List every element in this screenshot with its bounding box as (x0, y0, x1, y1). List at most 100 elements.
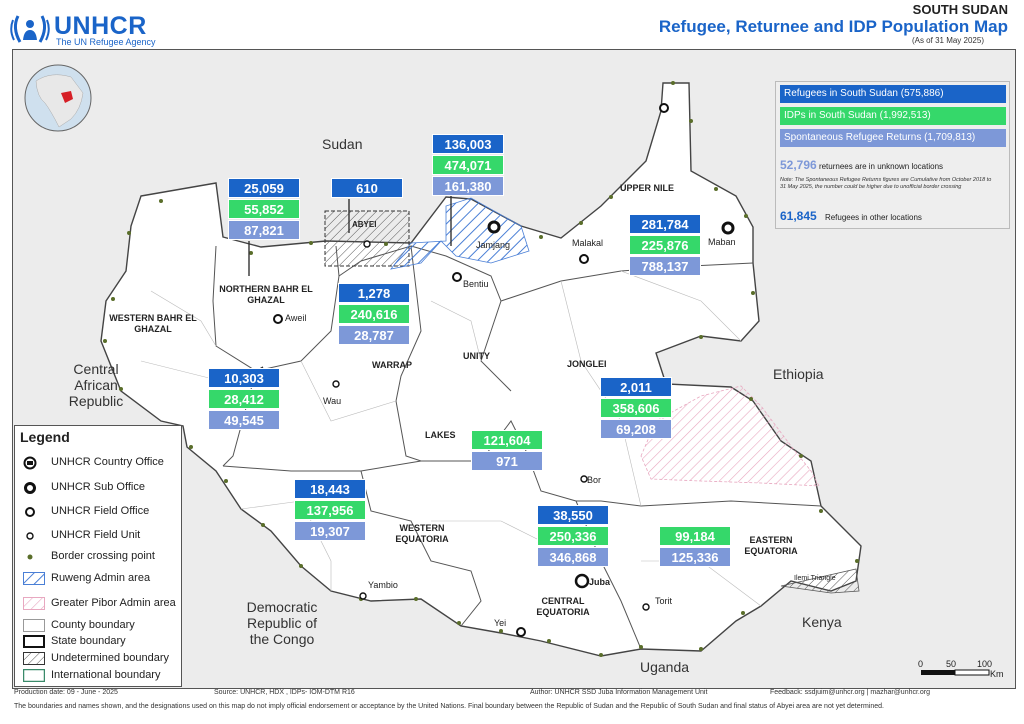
state-label-eastern-equatoria: EASTERN EQUATORIA (744, 535, 798, 556)
stat-warrap-returns: 28,787 (338, 325, 410, 345)
legend-item-country-office: UNHCR Country Office (51, 456, 164, 468)
country-label-sudan: Sudan (322, 136, 363, 152)
country-label-ethiopia: Ethiopia (773, 366, 824, 382)
stat-nbeg-returns: 87,821 (228, 220, 300, 240)
state-label-abyei: ABYEI (352, 220, 377, 229)
state-label-western-equatoria: WESTERN EQUATORIA (395, 523, 449, 544)
map-title: Refugee, Returnee and IDP Population Map (658, 17, 1008, 36)
legend-item-international-boundary: International boundary (51, 669, 161, 681)
city-label-aweil: Aweil (285, 313, 307, 323)
state-label-unity: UNITY (463, 351, 490, 361)
legend-item-undetermined-boundary: Undetermined boundary (51, 652, 170, 664)
summary-other: 61,845 Refugees in other locations (780, 209, 922, 223)
international-boundary-swatch (23, 669, 45, 682)
city-label-bentiu: Bentiu (463, 279, 489, 289)
city-label-maban: Maban (708, 237, 736, 247)
legend-item-field-unit: UNHCR Field Unit (51, 529, 141, 541)
stat-lakes-idps: 121,604 (471, 430, 543, 450)
legend-item-state-boundary: State boundary (51, 635, 126, 647)
legend-item-ruweng: Ruweng Admin area (51, 572, 151, 584)
stat-wes-returns: 19,307 (294, 521, 366, 541)
undetermined-boundary-swatch (23, 652, 45, 665)
state-boundary-swatch (23, 635, 45, 648)
scale-unit: Km (990, 669, 1004, 679)
stat-wbeg-returns: 49,545 (208, 410, 280, 430)
border-crossing-icon (27, 554, 33, 560)
border-crossing-points (103, 81, 859, 657)
unhcr-emblem-icon (10, 15, 50, 43)
state-label-lakes: LAKES (425, 430, 456, 440)
map-date: (As of 31 May 2025) (911, 36, 984, 45)
map-country: SOUTH SUDAN (912, 2, 1008, 17)
greater-pibor-admin-area (640, 385, 820, 487)
logo-text: UNHCR (54, 12, 147, 40)
footer-disclaimer: The boundaries and names shown, and the … (14, 703, 884, 710)
scale-tick-100: 100 (977, 659, 993, 669)
city-label-jamjang: Jamjang (476, 240, 511, 250)
city-label-yambio: Yambio (368, 580, 398, 590)
state-label-western-bahr: WESTERN BAHR EL GHAZAL (109, 313, 197, 334)
legend-item-county-boundary: County boundary (51, 619, 135, 631)
city-label-torit: Torit (655, 596, 673, 606)
stat-nbeg-refugees: 25,059 (228, 178, 300, 198)
stat-wbeg-refugees: 10,303 (208, 368, 280, 388)
legend-panel: Legend UNHCR Country Office UNHCR Sub Of… (14, 425, 182, 687)
summary-returns: Spontaneous Refugee Returns (1,709,813) (780, 129, 1006, 147)
county-boundary-swatch (23, 619, 45, 632)
summary-idps: IDPs in South Sudan (1,992,513) (780, 107, 1006, 125)
field-office-icon (25, 507, 35, 517)
area-label-ilemi: Ilemi Triangle (794, 575, 836, 582)
office-symbols (273, 103, 735, 637)
footer-author: Author: UNHCR SSD Juba Information Manag… (530, 689, 708, 696)
summary-other-text: Refugees in other locations (824, 213, 922, 222)
stat-ces-idps: 250,336 (537, 526, 609, 546)
city-label-yei: Yei (494, 618, 507, 628)
footer-production-date: Production date: 09 - June - 2025 (14, 689, 118, 696)
country-label-drc: Democratic Republic of the Congo (246, 599, 318, 647)
country-label-kenya: Kenya (802, 614, 842, 630)
summary-refugees: Refugees in South Sudan (575,886) (780, 85, 1006, 103)
stat-jonglei-refugees: 2,011 (600, 377, 672, 397)
stat-warrap-idps: 240,616 (338, 304, 410, 324)
stat-wes-refugees: 18,443 (294, 479, 366, 499)
ruweng-admin-area (390, 197, 530, 270)
legend-item-sub-office: UNHCR Sub Office (51, 481, 145, 493)
stat-unity-returns: 161,380 (432, 176, 504, 196)
stat-wes-idps: 137,956 (294, 500, 366, 520)
stat-jonglei-returns: 69,208 (600, 419, 672, 439)
summary-unknown-text: returnees are in unknown locations (818, 162, 944, 171)
country-label-car: Central African Republic (68, 361, 124, 409)
stat-upper-nile-idps: 225,876 (629, 235, 701, 255)
scale-tick-50: 50 (946, 659, 957, 669)
city-label-juba: Juba (589, 577, 611, 587)
legend-item-pibor: Greater Pibor Admin area (51, 597, 176, 609)
state-label-jonglei: JONGLEI (567, 359, 607, 369)
stat-wbeg-idps: 28,412 (208, 389, 280, 409)
city-label-bor: Bor (587, 475, 602, 485)
stat-ces-refugees: 38,550 (537, 505, 609, 525)
legend-item-field-office: UNHCR Field Office (51, 505, 150, 517)
logo-subtitle: The UN Refugee Agency (56, 37, 156, 47)
city-label-malakal: Malakal (572, 238, 604, 248)
stat-jonglei-idps: 358,606 (600, 398, 672, 418)
legend-item-border-crossing: Border crossing point (51, 550, 155, 562)
stat-unity-idps: 474,071 (432, 155, 504, 175)
summary-unknown-count: 52,796 (780, 158, 817, 172)
summary-other-count: 61,845 (780, 209, 817, 223)
stat-upper-nile-refugees: 281,784 (629, 214, 701, 234)
footer-source: Source: UNHCR, HDX , IDPs- IOM-DTM R16 (214, 689, 355, 696)
legend-title: Legend (20, 429, 70, 445)
stat-ees-idps: 99,184 (659, 526, 731, 546)
pibor-area-swatch (23, 597, 45, 610)
country-office-icon (23, 456, 37, 470)
stat-abyei-refugees: 610 (331, 178, 403, 198)
summary-panel: Refugees in South Sudan (575,886) IDPs i… (775, 81, 1010, 229)
state-label-upper-nile: UPPER NILE (620, 183, 675, 193)
scale-tick-0: 0 (918, 659, 924, 669)
ruweng-area-swatch (23, 572, 45, 585)
state-label-warrap: WARRAP (372, 360, 412, 370)
stat-ees-returns: 125,336 (659, 547, 731, 567)
country-label-uganda: Uganda (640, 659, 690, 675)
inset-globe-icon (24, 64, 92, 132)
stat-warrap-refugees: 1,278 (338, 283, 410, 303)
